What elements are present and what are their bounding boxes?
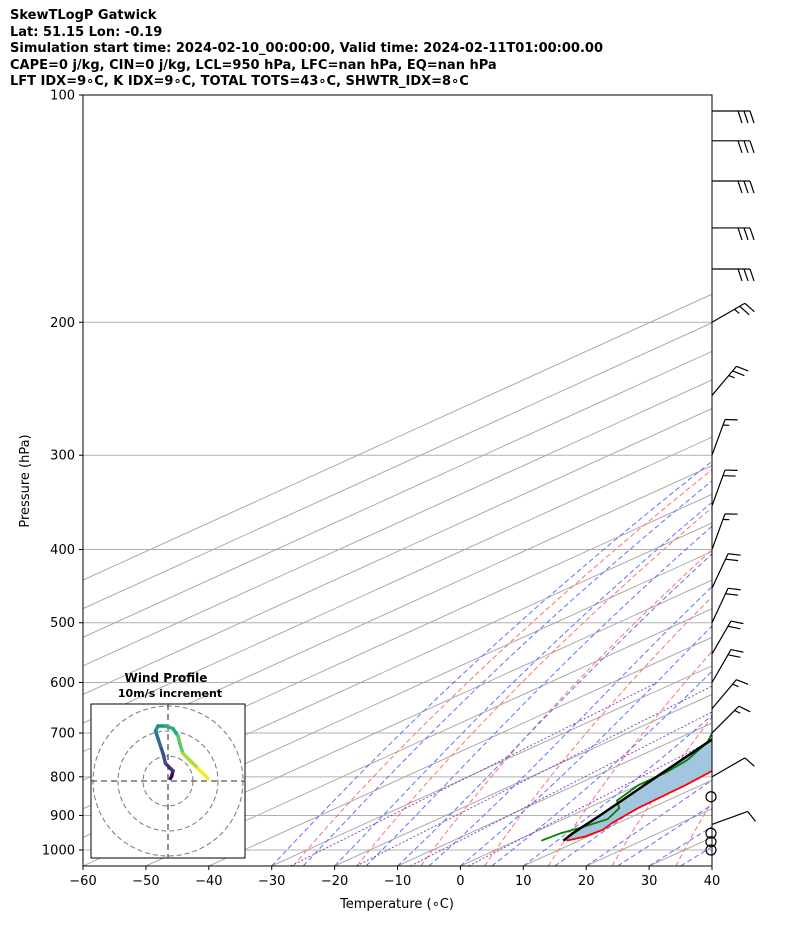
y-tick-label: 700 [50,727,75,742]
wind-barb [711,418,738,456]
wind-barb-calm [705,836,717,848]
wind-barb [711,649,744,683]
dewpoint-line [540,731,712,842]
wind-barb-calm [705,844,717,856]
isotherm-40 [711,865,712,866]
isotherm--110 [83,436,712,724]
y-tick-label: 300 [50,449,75,464]
chart-title: SkewTLogP Gatwick [10,8,157,23]
y-tick-label: 600 [50,676,75,691]
isotherm--120 [83,407,712,696]
wind-barb [711,513,738,550]
moist-adiabat-25 [617,804,712,866]
isotherm--50 [145,608,712,866]
wind-barb [711,620,744,655]
y-tick-label: 200 [50,316,75,331]
moist-adiabat-0 [460,625,712,866]
isotherm--20 [334,693,712,866]
y-tick-label: 500 [50,616,75,631]
chart-header: SkewTLogP Gatwick Lat: 51.15 Lon: -0.19 … [10,8,603,91]
isotherm--70 [83,550,712,838]
isotherm-0 [460,751,712,866]
dry-adiabat-10 [547,650,712,866]
wind-barb [712,268,755,282]
mixing-ratio-0.4 [290,682,658,866]
mixing-ratio-2 [410,711,712,866]
mixing-ratio-4 [468,739,712,866]
x-tick-label: 10 [515,874,532,889]
wind-barb [711,302,755,323]
wind-barb [711,587,741,623]
wind-barb-calm [705,827,717,839]
y-axis-label: Pressure (hPa) [18,434,33,527]
temperature-line [566,770,712,842]
y-tick-label: 400 [50,543,75,558]
isotherm-10 [523,779,712,866]
x-axis-label: Temperature (∘C) [339,897,454,912]
mixing-ratio-1 [356,685,712,866]
y-tick-label: 1000 [42,844,75,859]
moist-adiabat--20 [334,501,712,866]
location-line: Lat: 51.15 Lon: -0.19 [10,24,163,40]
wind-barb [711,810,757,826]
isotherm--60 [83,579,712,866]
moist-adiabat-15 [554,750,712,866]
dry-adiabat-0 [484,596,712,866]
parcel-line [562,737,712,842]
dry-adiabat--10 [420,549,712,866]
hodograph-segment [181,751,193,763]
isotherm--130 [83,379,712,667]
moist-adiabat--5 [428,585,712,866]
moist-adiabat-40 [711,865,712,866]
isotherm--30 [271,665,712,866]
moist-adiabat--25 [302,480,712,866]
y-tick-label: 800 [50,770,75,785]
moist-adiabat--10 [397,553,712,866]
x-tick-label: −20 [321,874,348,889]
time-line: Simulation start time: 2024-02-10_00:00:… [10,41,603,56]
wind-barb [711,553,741,589]
hodograph-segment [188,759,200,771]
wind-barb [711,365,749,396]
dry-adiabat-40 [740,95,794,866]
moist-adiabat--30 [271,460,712,866]
dry-adiabat--20 [356,506,712,866]
hodograph-segment [201,771,210,781]
wind-barb [711,705,751,734]
x-tick-label: −50 [132,874,159,889]
y-tick-label: 900 [50,809,75,824]
moist-adiabat-10 [522,714,712,866]
wind-barb-calm [705,791,717,803]
indices-line-1: CAPE=0 j/kg, CIN=0 j/kg, LCL=950 hPa, LF… [10,57,497,73]
isotherm--10 [397,722,712,866]
wind-barb [712,140,755,154]
wind-barb [712,180,755,194]
hodograph-title: Wind Profile [125,671,208,685]
moist-adiabat-5 [491,670,712,866]
x-tick-label: −40 [195,874,222,889]
x-tick-label: −10 [384,874,411,889]
dry-adiabat--30 [292,468,712,866]
indices-line-2: LFT IDX=9∘C, K IDX=9∘C, TOTAL TOTS=43∘C,… [10,74,469,89]
wind-barb [711,757,755,778]
wind-barb [712,110,755,124]
wind-barb [711,469,738,506]
isotherm--160 [83,293,712,581]
x-tick-label: 0 [456,874,464,889]
hodograph-subtitle: 10m/s increment [118,687,222,700]
x-tick-label: 20 [578,874,595,889]
x-tick-label: 30 [641,874,658,889]
isotherm--140 [83,350,712,638]
moist-adiabat--15 [365,525,712,866]
isotherm--150 [83,322,712,610]
y-tick-label: 100 [50,89,75,104]
x-tick-label: −30 [258,874,285,889]
wind-barb [711,679,749,710]
hodograph-ring [117,730,219,832]
wind-barb [712,227,755,241]
x-tick-label: 40 [704,874,721,889]
x-tick-label: −60 [69,874,96,889]
